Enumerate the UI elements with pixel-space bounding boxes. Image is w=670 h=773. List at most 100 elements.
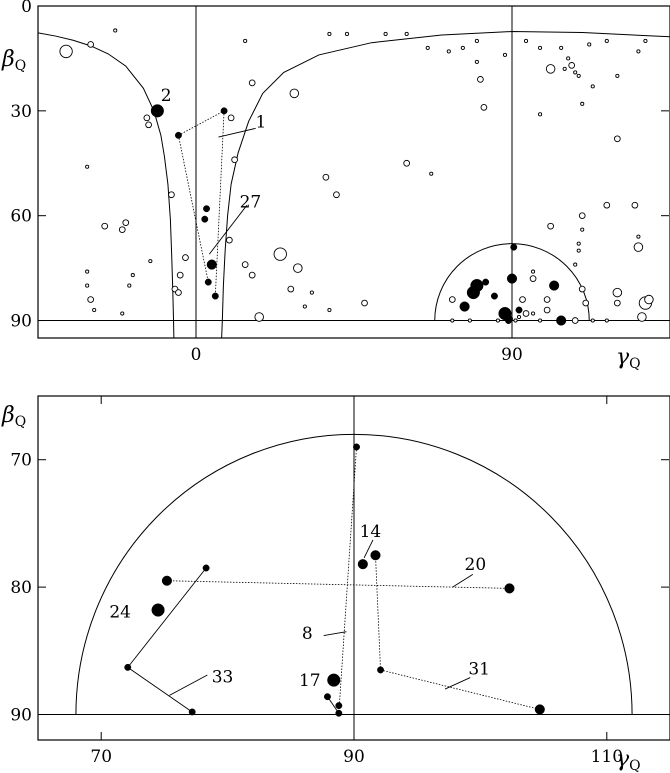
filled-point bbox=[505, 317, 512, 324]
filled-point bbox=[490, 292, 498, 300]
open-point bbox=[118, 226, 126, 234]
filled-point bbox=[124, 663, 132, 671]
open-point bbox=[538, 112, 543, 117]
open-point bbox=[273, 247, 287, 261]
open-point bbox=[322, 173, 330, 181]
open-point bbox=[101, 222, 109, 230]
open-point bbox=[59, 44, 73, 59]
open-point bbox=[531, 269, 536, 274]
open-point bbox=[87, 41, 95, 48]
open-point bbox=[612, 287, 623, 298]
filled-point bbox=[150, 104, 164, 118]
x-axis-label-sub: Q bbox=[629, 758, 640, 773]
filled-point bbox=[202, 564, 210, 572]
filled-point bbox=[335, 702, 343, 710]
y-tick-label: 60 bbox=[10, 207, 32, 227]
filled-point bbox=[203, 205, 210, 213]
annotation-leader bbox=[452, 573, 474, 588]
open-point bbox=[176, 271, 184, 279]
filled-point bbox=[206, 259, 217, 270]
open-point bbox=[248, 271, 256, 279]
y-tick-label: 0 bbox=[21, 0, 32, 17]
x-tick-label: 0 bbox=[191, 345, 202, 365]
open-point bbox=[327, 307, 332, 313]
open-point bbox=[604, 318, 609, 323]
y-tick-label: 30 bbox=[10, 102, 32, 122]
open-point bbox=[85, 164, 90, 169]
annotation-label: 24 bbox=[109, 602, 131, 622]
x-tick-label: 70 bbox=[90, 747, 112, 767]
filled-point bbox=[377, 666, 384, 674]
plot-frame bbox=[37, 5, 670, 339]
link-line bbox=[214, 110, 225, 297]
open-point bbox=[633, 242, 644, 252]
open-point bbox=[145, 121, 152, 129]
open-point bbox=[643, 38, 648, 43]
y-tick-label: 80 bbox=[10, 578, 32, 598]
open-point bbox=[538, 318, 543, 323]
open-point bbox=[576, 241, 581, 246]
plot-area bbox=[38, 6, 670, 338]
open-point bbox=[302, 304, 307, 309]
open-point bbox=[450, 318, 455, 323]
open-point bbox=[425, 45, 430, 50]
open-point bbox=[127, 283, 132, 288]
filled-point bbox=[510, 243, 518, 251]
plot-area bbox=[38, 396, 670, 740]
y-axis-label-sub: Q bbox=[15, 58, 26, 74]
open-point bbox=[287, 285, 295, 293]
x-tick-label: 110 bbox=[591, 747, 623, 767]
annotation-label: 27 bbox=[240, 193, 262, 213]
open-point bbox=[122, 219, 130, 227]
filled-point bbox=[324, 693, 331, 701]
open-point bbox=[573, 262, 578, 267]
open-point bbox=[248, 79, 256, 87]
annotation-leader bbox=[208, 204, 248, 255]
filled-point bbox=[204, 278, 212, 286]
open-point bbox=[477, 76, 484, 83]
open-point bbox=[502, 52, 508, 57]
open-point bbox=[543, 306, 551, 314]
open-point bbox=[523, 38, 529, 43]
open-point bbox=[309, 290, 314, 295]
panel-bottom: 14 20 24 8 33 31 17 70 90 110 70 80 90 βQ γQ bbox=[1, 395, 670, 773]
filled-point bbox=[357, 559, 368, 570]
open-point bbox=[522, 310, 530, 317]
link-line bbox=[127, 667, 193, 713]
open-point bbox=[182, 254, 189, 261]
y-axis-label: βQ bbox=[1, 47, 26, 74]
open-point bbox=[631, 201, 639, 209]
open-point bbox=[241, 261, 249, 268]
y-axis-label-sub: Q bbox=[15, 414, 26, 430]
left-boundary-curve bbox=[38, 32, 175, 338]
y-tick-label: 70 bbox=[10, 451, 32, 471]
annotation-leader bbox=[323, 631, 347, 636]
open-point bbox=[580, 101, 585, 106]
x-axis-label-sub: Q bbox=[629, 356, 640, 372]
filled-point bbox=[466, 286, 480, 300]
open-point bbox=[615, 73, 620, 78]
open-point bbox=[231, 156, 238, 164]
annotation-leader bbox=[169, 674, 208, 696]
open-point bbox=[568, 62, 576, 69]
open-point bbox=[467, 318, 472, 323]
open-point bbox=[547, 222, 554, 230]
open-point bbox=[226, 236, 233, 244]
open-point bbox=[85, 283, 90, 288]
open-point bbox=[559, 45, 564, 50]
filled-point bbox=[482, 278, 490, 286]
annotation-label: 31 bbox=[468, 660, 490, 680]
link-line bbox=[178, 135, 209, 283]
open-point bbox=[130, 273, 135, 278]
open-point bbox=[120, 311, 125, 316]
y-tick-label: 90 bbox=[10, 312, 32, 332]
filled-point bbox=[151, 603, 165, 617]
annotation-leader bbox=[218, 127, 256, 138]
open-point bbox=[85, 269, 90, 274]
open-point bbox=[429, 171, 434, 176]
filled-point bbox=[534, 704, 545, 715]
filled-point bbox=[211, 292, 219, 300]
filled-point bbox=[220, 107, 228, 115]
open-point bbox=[582, 299, 590, 307]
